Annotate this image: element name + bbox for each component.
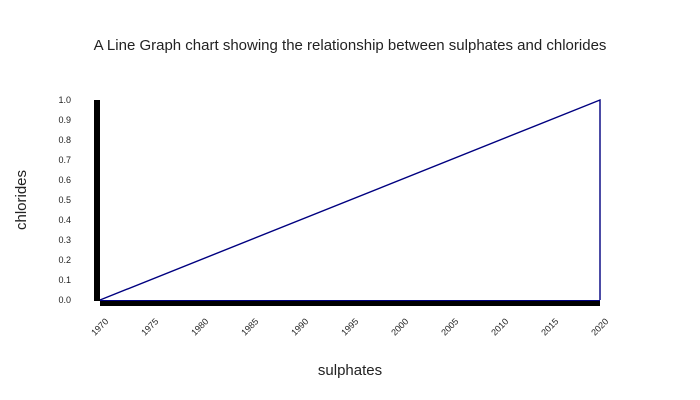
y-tick-label: 0.3 bbox=[58, 235, 71, 245]
x-axis-ticks: 1970 1975 1980 1985 1990 1995 2000 2005 2010 2015… bbox=[89, 316, 610, 337]
x-tick-label: 1975 bbox=[139, 316, 160, 337]
y-tick-label: 0.0 bbox=[58, 295, 71, 305]
series-layer bbox=[99, 98, 601, 301]
x-tick-label: 2010 bbox=[489, 316, 510, 337]
y-tick-label: 0.6 bbox=[58, 175, 71, 185]
x-tick-label: 1985 bbox=[239, 316, 260, 337]
x-tick-label: 2020 bbox=[589, 316, 610, 337]
y-tick-label: 0.8 bbox=[58, 135, 71, 145]
y-axis-line bbox=[94, 100, 100, 301]
x-tick-label: 1995 bbox=[339, 316, 360, 337]
y-tick-label: 0.2 bbox=[58, 255, 71, 265]
x-tick-label: 1990 bbox=[289, 316, 310, 337]
x-tick-label: 2015 bbox=[539, 316, 560, 337]
x-axis-label: sulphates bbox=[318, 362, 382, 379]
y-tick-label: 0.5 bbox=[58, 195, 71, 205]
chart-title: A Line Graph chart showing the relations… bbox=[94, 37, 607, 54]
x-tick-label: 1980 bbox=[189, 316, 210, 337]
x-tick-label: 2000 bbox=[389, 316, 410, 337]
y-tick-label: 0.4 bbox=[58, 215, 71, 225]
x-tick-label: 2005 bbox=[439, 316, 460, 337]
y-tick-label: 1.0 bbox=[58, 95, 71, 105]
y-tick-label: 0.9 bbox=[58, 115, 71, 125]
x-axis-line bbox=[100, 300, 600, 306]
y-axis-ticks: 0.0 0.1 0.2 0.3 0.4 0.5 0.6 0.7 0.8 0.9 1.0 bbox=[58, 95, 71, 305]
x-tick-label: 1970 bbox=[89, 316, 110, 337]
series-line bbox=[99, 98, 601, 301]
y-tick-label: 0.1 bbox=[58, 275, 71, 285]
y-axis-label: chlorides bbox=[13, 170, 30, 230]
y-tick-label: 0.7 bbox=[58, 155, 71, 165]
